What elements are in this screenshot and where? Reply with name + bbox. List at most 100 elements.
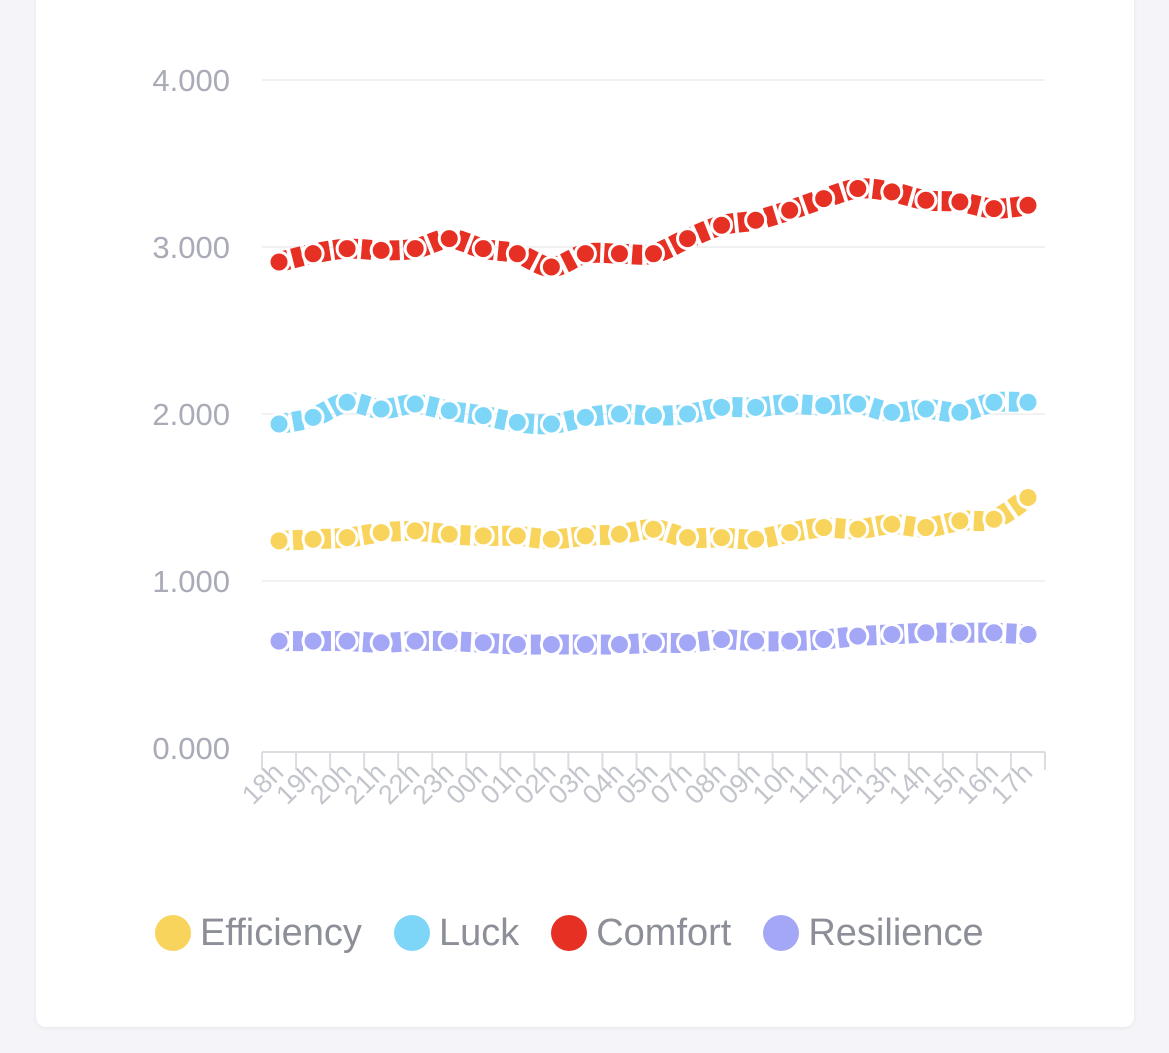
data-point[interactable] — [642, 404, 665, 428]
legend-item-efficiency[interactable]: Efficiency — [155, 912, 362, 955]
data-point[interactable] — [335, 390, 359, 414]
data-point[interactable] — [403, 519, 427, 543]
data-point[interactable] — [914, 397, 938, 421]
data-point[interactable] — [539, 412, 563, 436]
data-point[interactable] — [948, 190, 972, 214]
data-point[interactable] — [948, 509, 972, 533]
data-point[interactable] — [1016, 622, 1040, 646]
data-point[interactable] — [778, 198, 802, 222]
data-point[interactable] — [676, 227, 700, 251]
data-point[interactable] — [471, 237, 495, 261]
legend-label: Comfort — [596, 911, 732, 954]
data-point[interactable] — [982, 390, 1006, 414]
data-point[interactable] — [846, 177, 870, 201]
data-point[interactable] — [607, 522, 631, 546]
data-point[interactable] — [710, 627, 734, 651]
data-point[interactable] — [880, 180, 904, 204]
data-point[interactable] — [505, 410, 529, 434]
data-point[interactable] — [335, 237, 359, 261]
data-point[interactable] — [335, 629, 359, 653]
data-point[interactable] — [573, 405, 597, 429]
data-point[interactable] — [369, 397, 393, 421]
legend-item-luck[interactable]: Luck — [393, 912, 519, 955]
data-point[interactable] — [982, 197, 1006, 221]
data-point[interactable] — [778, 629, 802, 653]
data-point[interactable] — [880, 512, 904, 536]
data-point[interactable] — [403, 392, 427, 416]
data-point[interactable] — [505, 632, 529, 656]
data-point[interactable] — [710, 395, 734, 419]
data-point[interactable] — [437, 629, 461, 653]
data-point[interactable] — [710, 526, 734, 550]
data-point[interactable] — [267, 412, 291, 436]
data-point[interactable] — [948, 621, 972, 645]
data-point[interactable] — [642, 631, 665, 655]
data-point[interactable] — [505, 242, 529, 266]
data-point[interactable] — [267, 629, 291, 653]
data-point[interactable] — [1016, 486, 1040, 509]
data-point[interactable] — [982, 507, 1006, 531]
data-point[interactable] — [471, 404, 495, 428]
data-point[interactable] — [437, 399, 461, 423]
data-point[interactable] — [676, 631, 700, 655]
data-point[interactable] — [471, 631, 495, 655]
data-point[interactable] — [403, 629, 427, 653]
data-point[interactable] — [437, 522, 461, 546]
data-point[interactable] — [471, 524, 495, 548]
data-point[interactable] — [607, 242, 631, 266]
data-point[interactable] — [369, 238, 393, 262]
data-point[interactable] — [607, 402, 631, 426]
data-point[interactable] — [539, 527, 563, 551]
data-point[interactable] — [880, 622, 904, 646]
data-point[interactable] — [676, 402, 700, 426]
data-point[interactable] — [437, 227, 461, 251]
data-point[interactable] — [403, 237, 427, 261]
grid-lines — [262, 79, 1045, 582]
data-point[interactable] — [505, 524, 529, 548]
data-point[interactable] — [812, 187, 836, 211]
data-point[interactable] — [369, 521, 393, 545]
data-point[interactable] — [744, 208, 768, 232]
data-point[interactable] — [914, 621, 938, 645]
data-point[interactable] — [573, 632, 597, 656]
x-axis: 18h19h20h21h22h23h00h01h02h03h04h05h07h0… — [236, 751, 1046, 810]
data-point[interactable] — [539, 255, 563, 279]
data-point[interactable] — [301, 629, 325, 653]
legend-item-resilience[interactable]: Resilience — [763, 912, 984, 955]
data-point[interactable] — [710, 213, 734, 237]
data-point[interactable] — [301, 405, 325, 429]
data-point[interactable] — [369, 631, 393, 655]
data-point[interactable] — [267, 529, 291, 553]
data-point[interactable] — [301, 527, 325, 551]
data-point[interactable] — [642, 517, 665, 541]
data-point[interactable] — [846, 624, 870, 648]
y-tick-label: 2.000 — [152, 397, 230, 432]
data-point[interactable] — [744, 629, 768, 653]
data-point[interactable] — [982, 621, 1006, 645]
data-point[interactable] — [301, 242, 325, 266]
data-point[interactable] — [846, 517, 870, 541]
data-point[interactable] — [607, 632, 631, 656]
data-point[interactable] — [914, 516, 938, 540]
data-point[interactable] — [812, 627, 836, 651]
data-point[interactable] — [812, 516, 836, 540]
data-point[interactable] — [914, 188, 938, 212]
data-point[interactable] — [846, 392, 870, 416]
data-point[interactable] — [1016, 193, 1040, 217]
data-point[interactable] — [812, 394, 836, 418]
data-point[interactable] — [676, 526, 700, 550]
data-point[interactable] — [948, 400, 972, 424]
data-point[interactable] — [744, 395, 768, 419]
data-point[interactable] — [267, 250, 291, 274]
data-point[interactable] — [744, 527, 768, 551]
data-point[interactable] — [778, 392, 802, 416]
data-point[interactable] — [573, 524, 597, 548]
data-point[interactable] — [539, 632, 563, 656]
data-point[interactable] — [880, 400, 904, 424]
data-point[interactable] — [778, 521, 802, 545]
legend-item-comfort[interactable]: Comfort — [551, 912, 731, 955]
data-point[interactable] — [642, 242, 665, 266]
data-point[interactable] — [1016, 390, 1040, 414]
data-point[interactable] — [335, 526, 359, 550]
data-point[interactable] — [573, 242, 597, 266]
